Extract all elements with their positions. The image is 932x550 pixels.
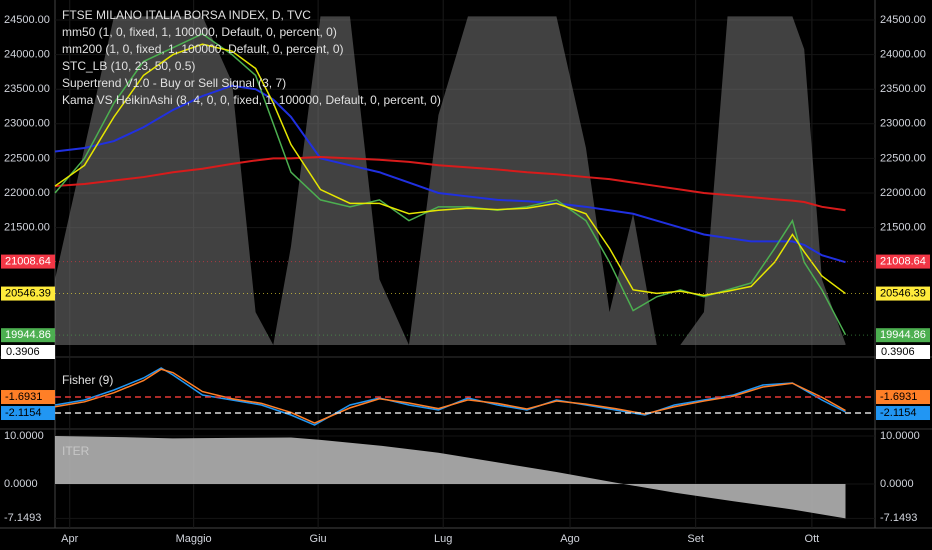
x-tick-label: Ago <box>560 533 580 545</box>
price-box-label: -2.1154 <box>5 407 42 419</box>
y-tick-label: 21500.00 <box>880 221 926 233</box>
y-tick-label: 24500.00 <box>880 14 926 26</box>
line <box>54 43 846 297</box>
y-tick-label: 23500.00 <box>4 83 50 95</box>
y-tick-label: -7.1493 <box>4 512 41 524</box>
x-tick-label: Apr <box>61 533 78 545</box>
legend-title: FTSE MILANO ITALIA BORSA INDEX, D, TVC <box>62 8 311 22</box>
pane-title: Fisher (9) <box>62 373 113 387</box>
y-tick-label: 24500.00 <box>4 14 50 26</box>
price-box-label: -2.1154 <box>880 407 917 419</box>
y-tick-label: 23000.00 <box>880 118 926 130</box>
price-box-label: 20546.39 <box>5 287 51 299</box>
legend-entry: mm50 (1, 0, fixed, 1, 100000, Default, 0… <box>62 25 337 39</box>
price-box-label: 0.3906 <box>881 346 915 358</box>
price-box <box>876 390 930 405</box>
x-tick-label: Giu <box>310 533 327 545</box>
price-box-label: 19944.86 <box>880 329 926 341</box>
y-tick-label: 24000.00 <box>880 49 926 61</box>
pane-title: ITER <box>62 444 90 458</box>
line <box>54 155 846 212</box>
area <box>55 436 846 519</box>
legend-entry: Supertrend V1.0 - Buy or Sell Signal (3,… <box>62 76 286 90</box>
price-box <box>876 286 930 301</box>
price-box-label: 20546.39 <box>880 287 926 299</box>
area <box>55 16 846 346</box>
y-tick-label: 10.0000 <box>880 430 920 442</box>
price-box <box>876 345 930 359</box>
y-tick-label: 0.0000 <box>880 478 914 490</box>
price-box <box>1 345 55 359</box>
y-tick-label: -7.1493 <box>880 512 917 524</box>
y-tick-label: 0.0000 <box>4 478 38 490</box>
price-box-label: 21008.64 <box>5 255 51 267</box>
price-box <box>1 406 55 421</box>
x-tick-label: Ott <box>805 533 820 545</box>
price-box-label: 0.3906 <box>6 346 40 358</box>
price-box <box>1 254 55 269</box>
y-tick-label: 22500.00 <box>4 152 50 164</box>
line <box>54 368 846 424</box>
price-box-label: 21008.64 <box>880 255 926 267</box>
y-tick-label: 22500.00 <box>880 152 926 164</box>
price-box <box>1 328 55 343</box>
price-box-label: -1.6931 <box>5 391 42 403</box>
price-box <box>876 254 930 269</box>
price-box-label: -1.6931 <box>880 391 917 403</box>
price-box <box>876 328 930 343</box>
price-box <box>1 286 55 301</box>
legend-entry: STC_LB (10, 23, 50, 0.5) <box>62 59 195 73</box>
y-tick-label: 22000.00 <box>880 187 926 199</box>
line <box>54 367 846 426</box>
price-box <box>1 390 55 405</box>
price-box-label: 19944.86 <box>5 329 51 341</box>
y-tick-label: 21500.00 <box>4 221 50 233</box>
y-tick-label: 23000.00 <box>4 118 50 130</box>
y-tick-label: 10.0000 <box>4 430 44 442</box>
y-tick-label: 22000.00 <box>4 187 50 199</box>
y-tick-label: 23500.00 <box>880 83 926 95</box>
x-tick-label: Maggio <box>176 533 212 545</box>
y-tick-label: 24000.00 <box>4 49 50 61</box>
price-box <box>876 406 930 421</box>
x-tick-label: Set <box>687 533 704 545</box>
line <box>54 84 846 264</box>
legend-entry: mm200 (1, 0, fixed, 1, 100000, Default, … <box>62 42 344 56</box>
x-tick-label: Lug <box>434 533 452 545</box>
legend-entry: Kama VS HeikinAshi (8, 4, 0, 0, fixed, 1… <box>62 93 441 107</box>
